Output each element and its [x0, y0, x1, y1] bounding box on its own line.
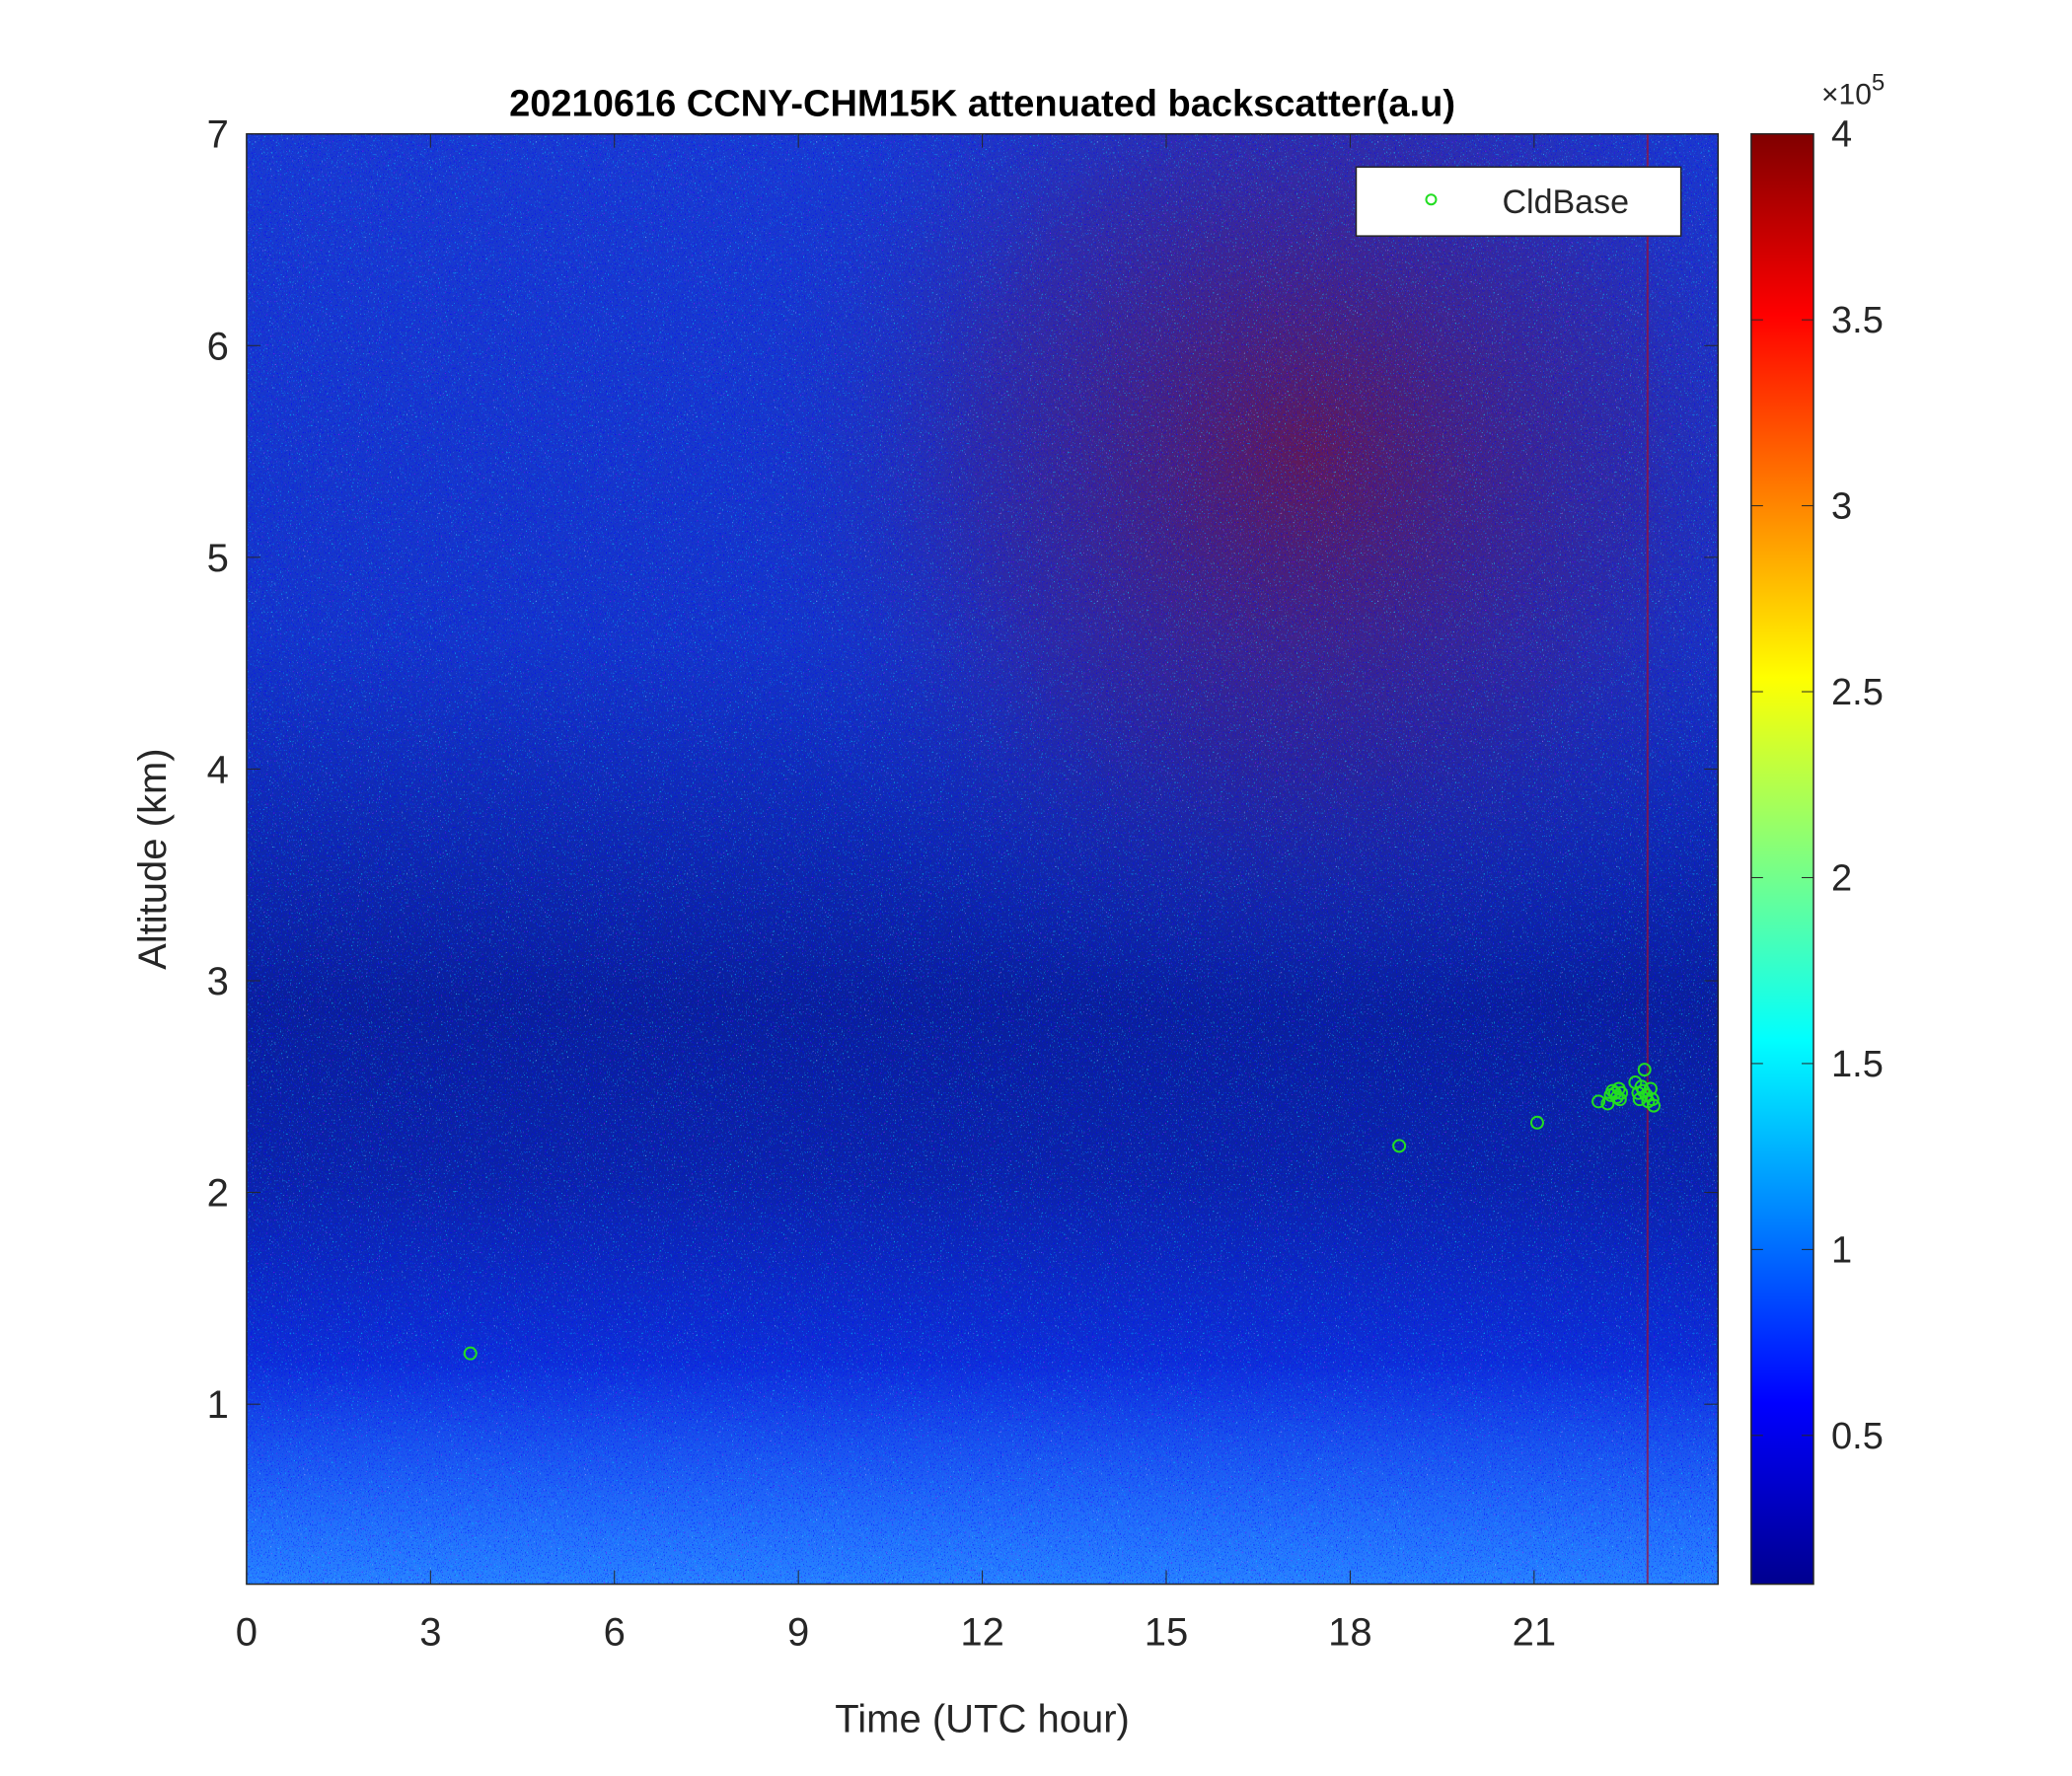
heatmap-image — [246, 133, 1719, 1585]
colorbar-tick-label: 4 — [1831, 114, 1852, 156]
y-tick-label: 7 — [207, 113, 229, 157]
x-tick-label: 15 — [1145, 1611, 1189, 1655]
colorbar-ticks: 0.5 1 1.5 2 2.5 3 3.5 4 — [1750, 114, 1884, 1457]
legend: CldBase — [1355, 166, 1682, 237]
x-tick-label: 6 — [604, 1611, 626, 1655]
colorbar-tick-label: 1.5 — [1831, 1044, 1884, 1085]
colorbar-tick-label: 2 — [1831, 857, 1852, 899]
heatmap-speckle — [246, 133, 1719, 1585]
cloud-base-point — [1591, 1094, 1606, 1109]
x-tick-label: 0 — [236, 1611, 258, 1655]
legend-box — [1355, 166, 1682, 237]
cloud-base-point — [1609, 1090, 1624, 1105]
y-tick-label: 4 — [207, 748, 229, 791]
colorbar: 0.5 1 1.5 2 2.5 3 3.5 4 ×105 — [1750, 70, 1885, 1586]
y-tick-label: 1 — [207, 1383, 229, 1427]
cloud-base-point — [1529, 1115, 1544, 1130]
chart-title: 20210616 CCNY-CHM15K attenuated backscat… — [509, 84, 1455, 125]
x-tick-label: 21 — [1513, 1611, 1557, 1655]
legend-label: CldBase — [1502, 184, 1629, 221]
colorbar-tick-label: 3.5 — [1831, 300, 1884, 341]
y-axis-label: Altitude (km) — [131, 748, 175, 970]
cloud-base-point — [1612, 1092, 1627, 1107]
x-tick-label: 18 — [1328, 1611, 1372, 1655]
x-axis-label: Time (UTC hour) — [835, 1698, 1130, 1741]
colorbar-exponent: ×105 — [1821, 70, 1885, 111]
cloud-base-point — [1600, 1096, 1615, 1111]
legend-marker — [1425, 193, 1438, 206]
y-tick-label: 5 — [207, 537, 229, 580]
cloud-base-point — [1632, 1092, 1647, 1107]
x-tick-label: 9 — [787, 1611, 809, 1655]
cloud-base-point — [1614, 1085, 1629, 1100]
x-tick-label: 12 — [960, 1611, 1004, 1655]
cloud-base-point — [1392, 1139, 1407, 1153]
colorbar-gradient — [1750, 132, 1814, 1586]
cloud-base-markers — [463, 1063, 1662, 1361]
cloud-base-point — [1647, 1098, 1662, 1113]
cloud-base-point — [463, 1346, 478, 1361]
cloud-base-point — [1645, 1092, 1660, 1107]
y-tick-label: 3 — [207, 960, 229, 1003]
x-tick-label: 3 — [419, 1611, 441, 1655]
y-tick-label: 6 — [207, 325, 229, 368]
colorbar-tick-label: 1 — [1831, 1229, 1852, 1271]
y-tick-label: 2 — [207, 1172, 229, 1216]
cloud-base-point — [1637, 1063, 1652, 1077]
colorbar-tick-label: 2.5 — [1831, 672, 1884, 713]
colorbar-tick-label: 3 — [1831, 486, 1852, 528]
colorbar-tick-label: 0.5 — [1831, 1416, 1884, 1457]
